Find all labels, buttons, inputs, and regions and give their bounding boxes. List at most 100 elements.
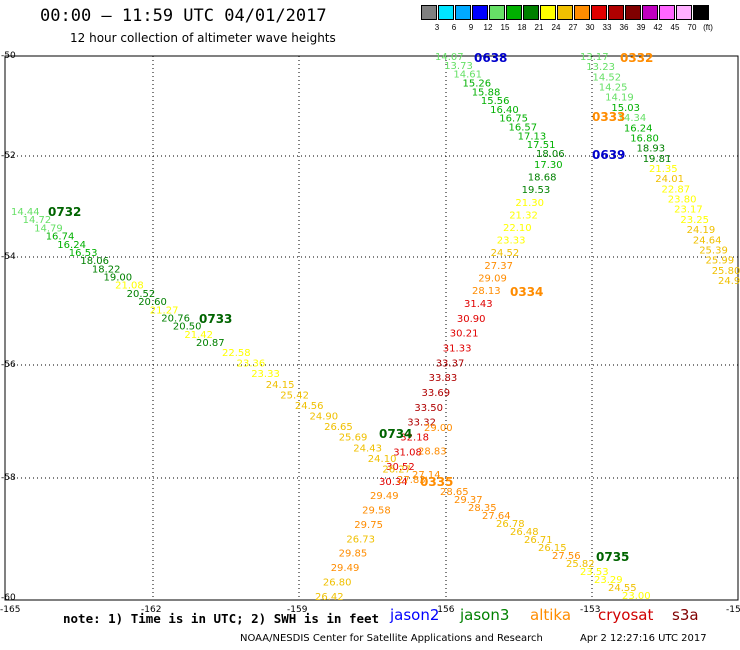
swh-value: 28.35	[468, 503, 497, 514]
swh-value: 14.44	[11, 207, 40, 218]
swh-value: 22.58	[222, 348, 251, 359]
swh-value: 29.75	[354, 520, 383, 531]
swh-value: 14.34	[618, 113, 647, 124]
swh-value: 31.43	[464, 299, 493, 310]
legend-label: 24	[551, 23, 561, 32]
swh-value: 25.39	[699, 246, 728, 257]
swh-value: 18.06	[80, 256, 109, 267]
mission-label-altika: altika	[530, 606, 572, 624]
lat-tick-label: -56	[1, 360, 16, 370]
lat-tick-label: -54	[1, 252, 16, 262]
swh-value: 14.72	[23, 215, 52, 226]
swh-value: 26.48	[510, 527, 539, 538]
swh-value: 13.73	[444, 61, 473, 72]
legend-label: 30	[585, 23, 595, 32]
swh-value: 18.06	[536, 149, 565, 160]
pass-label: 0735	[596, 550, 629, 564]
legend-swatch	[693, 5, 709, 20]
legend-swatch	[659, 5, 675, 20]
swh-value: 30.21	[450, 329, 479, 340]
swh-value: 25.99	[706, 256, 735, 267]
swh-value: 14.52	[593, 72, 622, 83]
swh-value: 27.37	[484, 261, 513, 272]
swh-value: 26.73	[346, 534, 375, 545]
swh-value: 18.22	[92, 264, 121, 275]
map-frame	[4, 55, 739, 601]
pass-label: 0639	[592, 148, 625, 162]
legend-label: 6	[451, 23, 457, 32]
swh-value: 23.33	[251, 369, 280, 380]
legend-swatch	[472, 5, 488, 20]
swh-value: 16.53	[69, 248, 98, 259]
swh-value: 23.17	[674, 205, 703, 216]
lat-tick-label: -50	[1, 51, 16, 61]
swh-value: 26.15	[538, 543, 567, 554]
swh-value: 30.34	[379, 477, 408, 488]
swh-value: 28.65	[440, 487, 469, 498]
swh-value: 17.51	[527, 140, 556, 151]
legend-label: 70	[687, 23, 697, 32]
swh-value: 16.40	[490, 105, 519, 116]
swh-value: 16.80	[630, 134, 659, 145]
swh-value: 25.69	[339, 433, 368, 444]
legend-label: 39	[636, 23, 646, 32]
legend-swatch	[625, 5, 641, 20]
swh-value: 30.90	[457, 314, 486, 325]
swh-value: 22.10	[503, 223, 532, 234]
lat-tick-label: -52	[1, 151, 16, 161]
swh-value: 26.80	[323, 578, 352, 589]
legend-label: 42	[653, 23, 663, 32]
swh-value: 21.42	[184, 330, 213, 341]
legend-swatch	[523, 5, 539, 20]
swh-value: 29.58	[362, 505, 391, 516]
lon-tick-label: -159	[287, 605, 308, 615]
swh-value: 23.25	[680, 215, 709, 226]
swh-value: 24.19	[687, 225, 716, 236]
legend-label: 12	[483, 23, 493, 32]
swh-value: 21.27	[150, 305, 179, 316]
mission-label-jason3: jason3	[460, 606, 510, 624]
swh-value: 15.56	[481, 96, 510, 107]
legend-label: 21	[534, 23, 544, 32]
lon-tick-label: -15	[726, 605, 740, 615]
swh-value: 31.33	[443, 344, 472, 355]
lon-tick-label: -153	[580, 605, 600, 615]
swh-value: 28.13	[472, 286, 501, 297]
swh-value: 24.91	[718, 276, 740, 287]
legend-swatch	[506, 5, 522, 20]
swh-value: 29.00	[424, 423, 453, 434]
swh-value: 24.56	[295, 401, 324, 412]
legend-swatch	[455, 5, 471, 20]
swh-value: 26.65	[324, 422, 353, 433]
swh-value: 15.26	[463, 79, 492, 90]
pass-label: 0734	[379, 427, 412, 441]
swh-value: 20.50	[173, 322, 202, 333]
legend-swatch	[557, 5, 573, 20]
swh-value: 23.80	[668, 195, 697, 206]
lon-tick-label: -156	[434, 605, 455, 615]
swh-value: 15.03	[611, 103, 640, 114]
swh-value: 17.30	[534, 160, 563, 171]
swh-value: 33.37	[436, 358, 465, 369]
lat-tick-label: -60	[1, 593, 16, 603]
generated-timestamp: Apr 2 12:27:16 UTC 2017	[580, 633, 707, 644]
swh-value: 21.35	[649, 164, 678, 175]
swh-value: 25.80	[712, 266, 740, 277]
swh-value: 18.93	[637, 144, 666, 155]
swh-value: 25.42	[280, 390, 309, 401]
mission-label-s3a: s3a	[672, 606, 699, 624]
swh-value: 26.27	[382, 464, 411, 475]
pass-label: 0333	[592, 110, 625, 124]
swh-value: 26.78	[496, 519, 525, 530]
lon-tick-label: -165	[0, 605, 20, 615]
swh-value: 21.30	[515, 198, 544, 209]
legend-label: 45	[670, 23, 680, 32]
swh-value: 29.49	[370, 491, 399, 502]
swh-value: 14.61	[453, 70, 482, 81]
swh-value: 13.17	[580, 52, 609, 63]
swh-value: 20.76	[161, 313, 190, 324]
swh-value: 16.75	[499, 114, 528, 125]
legend-label: 18	[517, 23, 527, 32]
swh-value: 16.24	[624, 123, 653, 134]
swh-value: 24.10	[368, 454, 397, 465]
